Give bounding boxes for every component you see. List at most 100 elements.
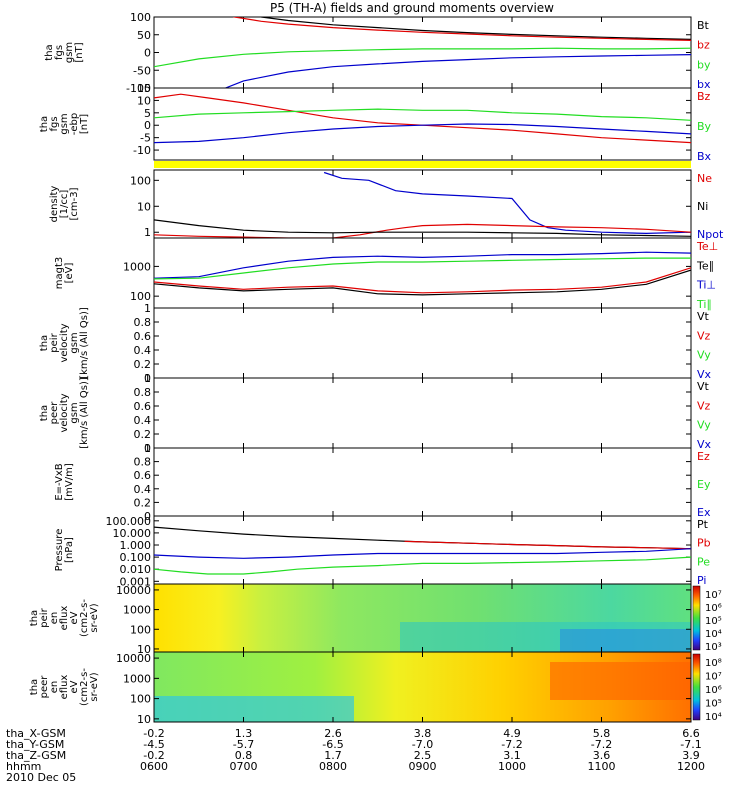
x-axis-value: 3.1 <box>503 749 521 762</box>
panel-frame <box>153 87 692 161</box>
legend-entry: Vx <box>697 438 712 451</box>
panel-frame <box>153 16 692 89</box>
x-axis-value: 0.8 <box>235 749 253 762</box>
colorbar-tick-label: 10⁷ <box>705 590 722 601</box>
y-axis-label: en <box>49 612 60 625</box>
y-tick-label: 0.2 <box>134 428 152 441</box>
legend-entry: Ne <box>697 172 712 185</box>
series-line-Te⊥ <box>154 267 691 294</box>
y-axis-label: [cm-3] <box>69 187 80 220</box>
series-line-Ne <box>154 223 691 238</box>
series-line-Ti⊥ <box>154 251 691 279</box>
colorbar <box>692 653 701 721</box>
x-axis-value: 6.6 <box>682 727 700 740</box>
x-axis-value: 3.6 <box>593 749 611 762</box>
series-line-bz <box>232 17 691 41</box>
x-axis-value: 2.6 <box>324 727 342 740</box>
x-axis-value: -7.2 <box>591 738 612 751</box>
x-axis-value: -5.7 <box>233 738 254 751</box>
y-tick-label: 0.4 <box>134 344 152 357</box>
y-axis-label: sr-eV) <box>89 672 100 701</box>
x-axis-value: -4.5 <box>143 738 164 751</box>
y-axis-label: -ebp <box>69 113 80 135</box>
legend-entry: Te⊥ <box>696 240 718 253</box>
y-tick-label: 1 <box>144 442 151 455</box>
legend-entry: Te∥ <box>696 259 714 272</box>
y-tick-label: 5 <box>144 107 151 120</box>
y-tick-label: 10000 <box>116 652 151 665</box>
y-axis-label: tha <box>39 405 50 421</box>
x-axis-value: 3.8 <box>414 727 432 740</box>
y-axis-label: [eV] <box>64 263 75 284</box>
y-axis-label: velocity <box>59 323 70 362</box>
legend-entry: Pi <box>697 574 706 587</box>
legend-entry: Ex <box>697 506 711 519</box>
y-tick-label: 1 <box>144 372 151 385</box>
x-axis-value: 0900 <box>409 760 437 773</box>
y-axis-label: density <box>49 186 60 223</box>
x-axis-value: 2.5 <box>414 749 432 762</box>
colorbar-tick-label: 10⁴ <box>705 712 722 723</box>
y-axis-label: peer <box>49 401 60 425</box>
y-tick-label: 0 <box>144 119 151 132</box>
legend-entry: Bt <box>697 19 710 32</box>
x-axis-value: 1200 <box>677 760 705 773</box>
series-line-Pt <box>154 526 691 550</box>
series-line-Pe <box>154 556 691 575</box>
y-axis-label: [km/s (All Qs)] <box>79 307 90 379</box>
y-tick-label: 10.000 <box>113 527 152 540</box>
y-axis-label: [nT] <box>79 114 90 134</box>
series-line-Te∥ <box>154 269 691 296</box>
y-tick-label: 0 <box>144 510 151 523</box>
colorbar-tick-label: 10⁶ <box>705 603 722 614</box>
y-tick-label: 10000 <box>116 584 151 597</box>
y-axis-label: (cm2-s- <box>79 668 90 706</box>
legend-entry: Vy <box>697 349 711 362</box>
x-axis-value: 0800 <box>319 760 347 773</box>
y-axis-label: gsm <box>64 42 75 63</box>
y-tick-label: 1000 <box>123 604 151 617</box>
y-tick-label: 0 <box>144 372 151 385</box>
x-axis-value: -0.2 <box>143 727 164 740</box>
y-tick-label: 10 <box>137 713 151 726</box>
y-tick-label: 50 <box>137 29 151 42</box>
series-line-Bx <box>154 123 691 144</box>
y-axis-label: tha <box>44 44 55 60</box>
y-axis-label: [mV/m] <box>64 463 75 501</box>
colorbar-tick-label: 10⁸ <box>705 658 722 669</box>
x-axis-value: -7.1 <box>680 738 701 751</box>
y-axis-label: fgs <box>49 116 60 131</box>
series-line-bx <box>223 54 691 88</box>
x-axis-value: 1000 <box>498 760 526 773</box>
legend-entry: Vz <box>697 329 711 342</box>
y-tick-label: 0.2 <box>134 496 152 509</box>
x-axis-value: -0.2 <box>143 749 164 762</box>
x-axis-row-label: tha_Z-GSM <box>6 749 66 762</box>
legend-entry: Pe <box>697 555 710 568</box>
y-axis-label: fgs <box>54 45 65 60</box>
x-axis-value: 0700 <box>230 760 258 773</box>
y-axis-label: [nPa] <box>64 537 75 563</box>
y-axis-label: velocity <box>59 393 70 432</box>
y-axis-label: eflux <box>59 675 70 700</box>
y-axis-label: peir <box>39 607 50 627</box>
figure-title: P5 (TH-A) fields and ground moments over… <box>270 1 554 15</box>
colorbar-tick-label: 10⁵ <box>705 616 722 627</box>
legend-entry: Vt <box>697 380 710 393</box>
legend-entry: Vx <box>697 368 712 381</box>
y-tick-label: 100.000 <box>106 515 152 528</box>
series-line-By <box>154 108 691 121</box>
series-line-Npot <box>323 171 691 235</box>
colorbar-tick-label: 10³ <box>705 642 722 653</box>
x-axis-value: 3.9 <box>682 749 700 762</box>
series-line-Pb <box>404 540 691 550</box>
y-tick-label: 10 <box>137 643 151 656</box>
series-line-by <box>154 47 691 68</box>
legend-entry: Ez <box>697 450 710 463</box>
legend-entry: By <box>697 120 712 133</box>
colorbar-tick-label: 10⁴ <box>705 629 722 640</box>
